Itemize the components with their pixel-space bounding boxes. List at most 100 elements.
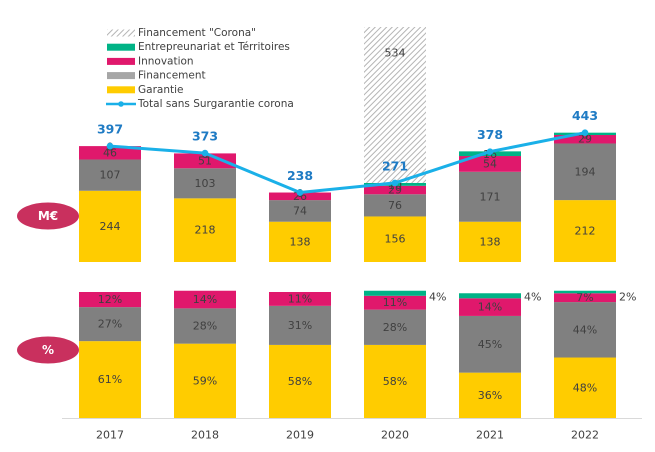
segment-label-garantie: 138 bbox=[480, 235, 501, 248]
legend-swatch bbox=[107, 86, 135, 94]
bar-segment-innovation bbox=[459, 156, 521, 172]
bar-group-2020: 156762910534 bbox=[364, 27, 426, 262]
pct-bar-segment-entrepreunariat-et-t-rritoires bbox=[554, 290, 616, 294]
total-marker bbox=[486, 148, 494, 155]
bar-group-2017: 244107460 bbox=[79, 141, 141, 262]
pct-bar-segment-garantie bbox=[459, 372, 521, 418]
legend-item-garantie: Garantie bbox=[107, 84, 183, 96]
x-tick-label: 2019 bbox=[286, 429, 314, 442]
bar-segment-innovation bbox=[364, 185, 426, 195]
segment-label-garantie: 156 bbox=[385, 233, 406, 246]
amount-unit-badge-label: M€ bbox=[38, 209, 58, 223]
segment-label-financement: 194 bbox=[575, 165, 596, 178]
segment-label-innovation: 29 bbox=[388, 184, 402, 197]
amount-unit-badge bbox=[17, 202, 79, 230]
pct-segment-label-garantie: 61% bbox=[98, 373, 122, 386]
total-marker bbox=[296, 189, 304, 196]
segment-label-innovation: 54 bbox=[483, 157, 497, 170]
bar-segment-garantie bbox=[459, 221, 521, 262]
legend-label: Garantie bbox=[138, 84, 183, 96]
pct-bar-group-2022: 48% 44% 7% 2% bbox=[554, 290, 636, 418]
segment-label-innovation: 51 bbox=[198, 154, 212, 167]
total-label: 373 bbox=[192, 129, 218, 144]
segment-label-garantie: 138 bbox=[290, 235, 311, 248]
legend-swatch bbox=[107, 57, 135, 65]
amount-chart: 2441074602181035101387426015676291053413… bbox=[79, 27, 616, 262]
total-line bbox=[109, 131, 586, 195]
total-label: 238 bbox=[287, 168, 313, 183]
bar-segment-garantie bbox=[79, 190, 141, 262]
legend-swatch bbox=[107, 43, 135, 51]
pct-bar-segment-innovation bbox=[79, 292, 141, 308]
percent-chart: 61%27%12%59%28%14%58%31%11%58%28%11% 4%36… bbox=[62, 291, 642, 442]
pct-segment-label-financement: 45% bbox=[478, 338, 502, 351]
legend-label: Financement bbox=[138, 70, 206, 82]
pct-segment-label-garantie: 58% bbox=[383, 375, 407, 388]
x-tick-label: 2021 bbox=[476, 429, 504, 442]
total-marker bbox=[106, 142, 114, 150]
pct-bar-group-2017: 61% 27% 12% bbox=[79, 292, 141, 418]
pct-bar-segment-innovation bbox=[459, 298, 521, 316]
pct-bar-segment-financement bbox=[174, 308, 236, 344]
pct-side-label: 2% bbox=[619, 291, 636, 304]
legend-item-total-sans-surgarantie-corona: Total sans Surgarantie corona bbox=[106, 98, 294, 110]
segment-label-financement: 103 bbox=[195, 177, 216, 190]
bar-segment-financement bbox=[79, 159, 141, 191]
legend-swatch bbox=[107, 72, 135, 80]
legend-label: Innovation bbox=[138, 55, 194, 67]
pct-side-label: 4% bbox=[524, 291, 541, 304]
x-tick-label: 2018 bbox=[191, 429, 219, 442]
percent-unit-badge-label: % bbox=[42, 343, 54, 357]
bar-group-2018: 218103510 bbox=[174, 148, 236, 262]
segment-label-innovation: 29 bbox=[578, 133, 592, 146]
bar-segment-financement-corona bbox=[364, 27, 426, 183]
bar-segment-garantie bbox=[364, 216, 426, 262]
bar-segment-financement bbox=[174, 168, 236, 199]
pct-bar-segment-garantie bbox=[364, 344, 426, 418]
legend-label: Total sans Surgarantie corona bbox=[137, 98, 294, 110]
pct-bar-group-2019: 58% 31% 11% bbox=[269, 292, 331, 418]
pct-segment-label-innovation: 11% bbox=[383, 296, 407, 309]
legend-label: Entrepreunariat et Térritoires bbox=[138, 41, 290, 53]
segment-label-financement: 76 bbox=[388, 199, 402, 212]
pct-segment-label-financement: 27% bbox=[98, 318, 122, 331]
bar-segment-innovation bbox=[174, 153, 236, 169]
pct-bar-segment-innovation bbox=[174, 290, 236, 309]
total-label: 271 bbox=[382, 158, 408, 173]
bar-segment-financement bbox=[269, 200, 331, 222]
segment-label-garantie: 212 bbox=[575, 225, 596, 238]
segment-label-garantie: 244 bbox=[100, 220, 121, 233]
pct-segment-label-innovation: 7% bbox=[576, 291, 593, 304]
pct-bar-segment-garantie bbox=[269, 344, 331, 418]
pct-segment-label-garantie: 36% bbox=[478, 389, 502, 402]
x-tick-label: 2017 bbox=[96, 429, 124, 442]
pct-segment-label-financement: 28% bbox=[193, 320, 217, 333]
legend-item-innovation: Innovation bbox=[107, 55, 194, 67]
pct-side-label: 4% bbox=[429, 291, 446, 304]
pct-segment-label-financement: 44% bbox=[573, 323, 597, 336]
total-marker bbox=[391, 179, 399, 187]
bar-segment-garantie bbox=[174, 198, 236, 262]
pct-segment-label-financement: 28% bbox=[383, 321, 407, 334]
total-label: 397 bbox=[97, 122, 123, 137]
pct-bar-segment-garantie bbox=[174, 343, 236, 418]
bar-segment-innovation bbox=[554, 135, 616, 144]
pct-segment-label-garantie: 48% bbox=[573, 381, 597, 394]
bar-segment-innovation bbox=[79, 146, 141, 160]
pct-segment-label-garantie: 59% bbox=[193, 374, 217, 387]
pct-bar-segment-entrepreunariat-et-t-rritoires bbox=[459, 293, 521, 299]
pct-bar-segment-financement bbox=[269, 305, 331, 345]
legend-item-entrepreunariat-et-t-rritoires: Entrepreunariat et Térritoires bbox=[107, 41, 290, 53]
pct-bar-segment-innovation bbox=[364, 295, 426, 310]
pct-bar-segment-entrepreunariat-et-t-rritoires bbox=[364, 290, 426, 296]
segment-label-garantie: 218 bbox=[195, 224, 216, 237]
bar-segment-financement bbox=[364, 194, 426, 217]
pct-bar-group-2018: 59% 28% 14% bbox=[174, 290, 236, 418]
pct-bar-group-2020: 58% 28% 11% 4% bbox=[364, 290, 446, 418]
bar-group-2022: 212194298 bbox=[554, 128, 616, 262]
legend-swatch bbox=[107, 29, 135, 37]
pct-bar-segment-financement bbox=[554, 302, 616, 358]
total-marker bbox=[201, 149, 209, 157]
x-tick-label: 2020 bbox=[381, 429, 409, 442]
pct-segment-label-garantie: 58% bbox=[288, 375, 312, 388]
